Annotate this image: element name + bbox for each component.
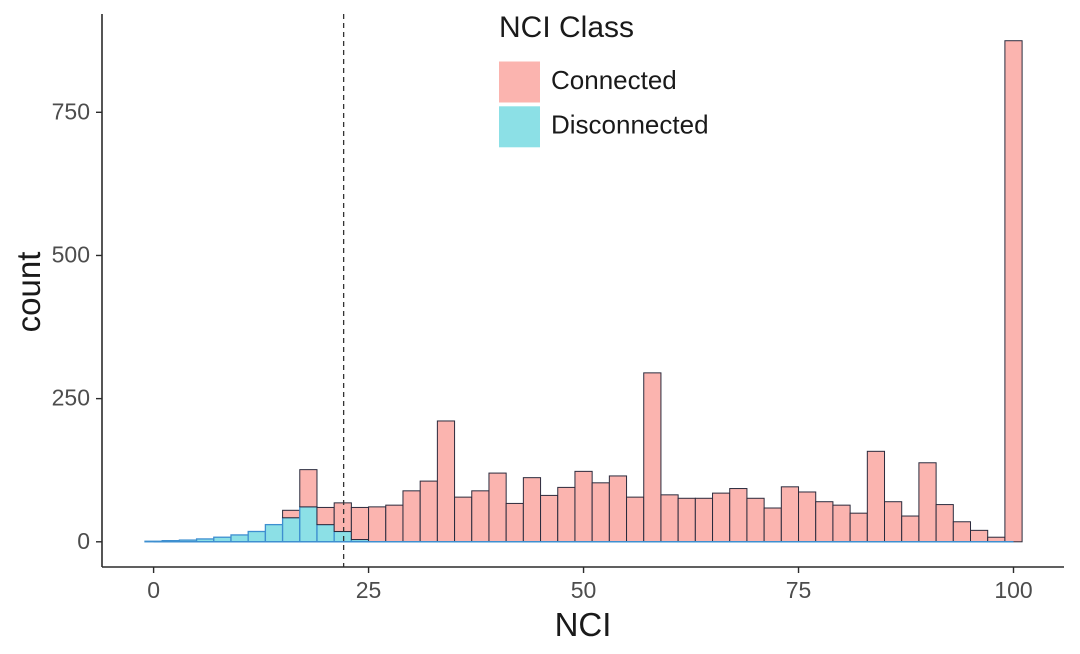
svg-text:250: 250 [52, 385, 90, 411]
svg-text:Connected: Connected [551, 65, 677, 95]
svg-text:75: 75 [786, 577, 812, 603]
svg-text:25: 25 [356, 577, 382, 603]
svg-text:0: 0 [147, 577, 160, 603]
svg-text:NCI: NCI [555, 606, 612, 643]
svg-text:500: 500 [52, 241, 90, 267]
svg-text:750: 750 [52, 98, 90, 124]
svg-text:0: 0 [77, 528, 90, 554]
svg-text:NCI Class: NCI Class [499, 11, 634, 44]
svg-text:count: count [10, 252, 47, 333]
svg-text:100: 100 [994, 577, 1032, 603]
svg-text:50: 50 [571, 577, 597, 603]
svg-text:Disconnected: Disconnected [551, 110, 709, 140]
